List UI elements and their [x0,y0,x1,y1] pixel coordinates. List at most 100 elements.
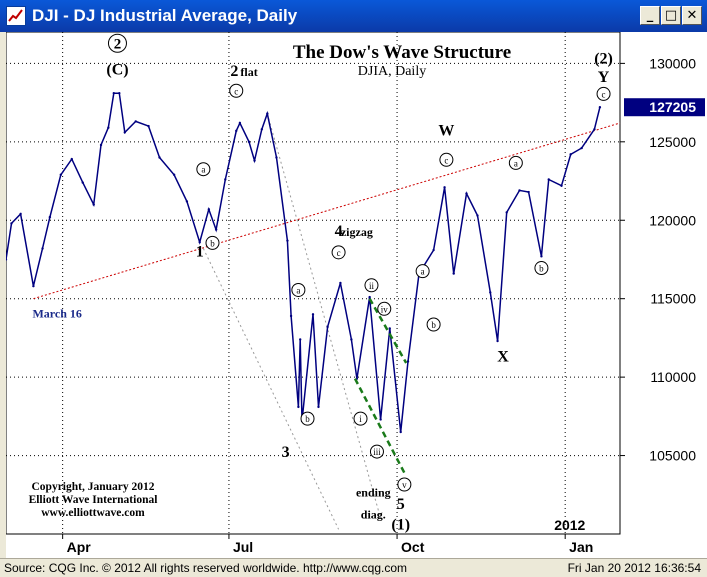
wave-label-circle [353,411,368,426]
minimize-button[interactable]: _ [640,6,660,25]
wave-label: flat [240,65,257,79]
wave-label: 1 [196,243,204,260]
copyright-line: Copyright, January 2012 [32,481,155,493]
wave-label-circle [300,411,315,426]
title-bar: DJI - DJ Industrial Average, Daily _ □ ✕ [0,0,707,32]
price-point [598,106,602,109]
price-point [399,430,402,434]
price-point [505,211,508,214]
price-point [560,184,563,187]
price-point [368,295,371,299]
price-point [107,126,110,129]
price-point [540,255,543,258]
wave-label: 3 [282,444,290,461]
wave-label: c [444,155,448,165]
x-tick-label: Jan [569,539,593,555]
price-point [41,247,44,250]
price-point [518,189,521,192]
price-point [275,156,278,159]
wave-label: 2 [230,63,238,80]
wave-label: iii [373,447,381,457]
chart-glyph-icon [8,9,23,22]
wave-label: a [296,285,300,295]
wave-label: b [305,414,310,424]
price-point [158,156,161,159]
price-point [81,181,84,184]
price-point [388,327,391,330]
price-point [350,338,353,341]
wave-label-circle [397,477,412,492]
wave-label-circle [377,301,392,316]
wave-label: diag. [361,507,386,521]
wave-label: 4 [335,223,343,240]
y-tick-label: 110000 [650,369,696,385]
wave-label-circle [291,282,306,297]
price-point [32,284,35,288]
price-point [48,215,52,219]
wave-label: ending [356,485,391,499]
price-point [260,128,264,131]
wave-label: (2) [594,50,613,67]
price-point [198,241,201,244]
wave-label: zigzag [341,225,373,239]
chart-svg: 105000 110000 115000 120000 125000 130000 Apr J… [6,32,705,555]
price-point [207,208,211,211]
price-point [172,173,176,176]
y-tick-label: 130000 [649,55,696,71]
chart-title: The Dow's Wave Structure [293,42,511,63]
price-point [19,212,22,216]
wave-label: Y [598,69,610,86]
price-point [406,360,410,363]
price-point [311,313,315,316]
price-point [297,405,300,409]
y-tick-label: 115000 [650,291,696,307]
price-point [112,91,116,95]
price-point [299,338,302,341]
close-button[interactable]: ✕ [682,6,702,25]
source-text: Source: CQG Inc. © 2012 All rights reser… [4,561,408,575]
wave-label: March 16 [32,307,81,321]
price-point [452,272,455,275]
wave-label: b [539,264,544,274]
last-price-label: 127205 [649,99,696,115]
wave-label-circle [205,235,220,250]
wave-label: ii [369,281,375,291]
copyright-line: www.elliottwave.com [41,507,145,519]
price-point [235,129,238,133]
price-point [489,291,492,294]
wave-label: iv [381,304,389,314]
wave-label-circle [534,261,549,276]
price-point [118,91,121,95]
price-point [185,200,189,203]
wave-label: a [514,158,518,168]
price-point [289,314,293,318]
price-point [147,124,150,128]
wave-label: b [431,320,436,330]
wave-label-circle [107,33,127,53]
wave-label: b [210,238,215,248]
wave-label: i [359,414,362,424]
window-title: DJI - DJ Industrial Average, Daily [32,6,298,25]
price-point [6,258,8,261]
maximize-button[interactable]: □ [661,6,681,25]
price-point [99,143,103,147]
price-point [266,112,269,115]
chart-area[interactable]: 105000 110000 115000 120000 125000 130000 Apr J… [6,32,707,558]
price-point [496,339,499,343]
ending-diagonal-line [353,378,406,474]
chart-window-icon[interactable] [6,6,26,26]
x-tick-label: Oct [401,539,425,555]
wave-label-circle [364,278,379,293]
wave-label: 2 [114,36,122,52]
y-tick-label: 120000 [649,212,696,228]
copyright-line: Elliott Wave International [29,494,158,506]
year-label: 2012 [554,517,585,533]
price-point [443,186,446,189]
chart-subtitle: DJIA, Daily [358,64,426,79]
price-point [465,192,468,195]
wave-guide-line [266,113,382,519]
status-bar: Source: CQG Inc. © 2012 All rights reser… [0,558,707,577]
wave-label: 5 [397,496,405,513]
wave-label: a [201,165,205,175]
price-point [214,228,218,231]
